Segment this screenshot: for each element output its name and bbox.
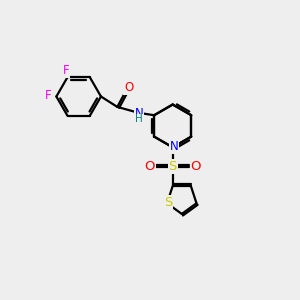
Text: F: F	[63, 64, 69, 77]
Text: N: N	[135, 107, 143, 120]
Text: F: F	[45, 88, 51, 101]
Text: O: O	[124, 81, 133, 94]
Text: N: N	[170, 140, 178, 153]
Text: O: O	[190, 160, 201, 173]
Text: S: S	[164, 196, 173, 209]
Text: S: S	[169, 160, 177, 173]
Text: H: H	[135, 114, 143, 124]
Text: O: O	[145, 160, 155, 173]
